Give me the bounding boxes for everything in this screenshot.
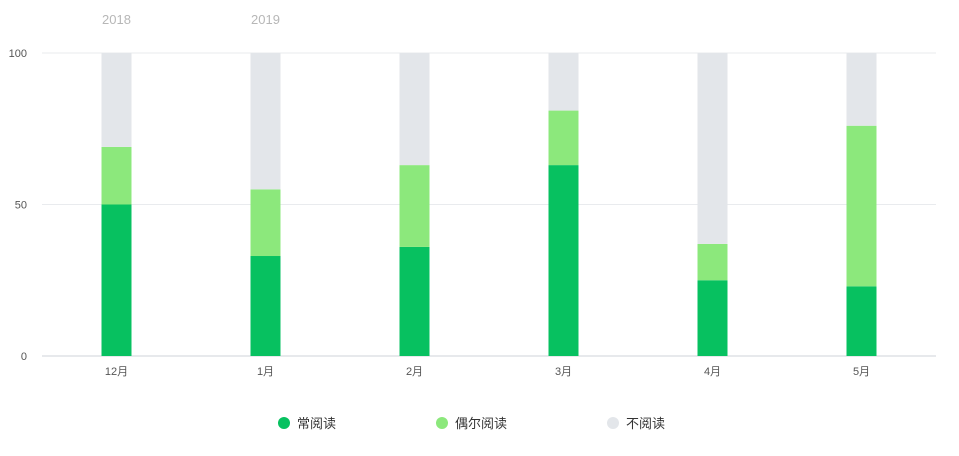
x-axis-ticks: 12月 1月 2月 3月 4月 5月	[105, 366, 870, 378]
bar-segment	[399, 246, 430, 356]
y-tick-label: 100	[9, 48, 27, 60]
x-tick-label: 1月	[257, 366, 274, 378]
legend-label: 偶尔阅读	[455, 416, 507, 431]
x-tick-label: 12月	[105, 366, 128, 378]
bar-segment	[250, 189, 281, 257]
bar-segment	[697, 243, 728, 281]
bar-segment	[101, 146, 132, 205]
bar-segment	[697, 53, 728, 244]
legend-swatch	[607, 417, 619, 429]
bar-segment	[399, 53, 430, 166]
bar-segment	[548, 165, 579, 356]
bar-segment	[548, 110, 579, 166]
legend-label: 常阅读	[297, 416, 336, 431]
year-labels: 2018 2019	[102, 12, 280, 27]
legend: 常阅读 偶尔阅读 不阅读	[278, 416, 665, 431]
y-axis-ticks: 100 50 0	[9, 48, 27, 363]
bar-segment	[250, 53, 281, 190]
bar-segment	[846, 286, 877, 356]
legend-swatch	[436, 417, 448, 429]
bar-segment	[101, 53, 132, 147]
bar-segment	[548, 53, 579, 111]
legend-swatch	[278, 417, 290, 429]
bars	[101, 53, 877, 356]
year-label: 2019	[251, 12, 280, 27]
x-tick-label: 5月	[853, 366, 870, 378]
y-tick-label: 50	[15, 200, 27, 212]
x-tick-label: 2月	[406, 366, 423, 378]
legend-label: 不阅读	[626, 416, 665, 431]
bar-segment	[846, 125, 877, 287]
bar-segment	[399, 165, 430, 247]
grid-lines	[42, 52, 936, 357]
bar-segment	[697, 280, 728, 356]
bar-segment	[101, 204, 132, 356]
x-tick-label: 4月	[704, 366, 721, 378]
y-tick-label: 0	[21, 351, 27, 363]
bar-segment	[846, 53, 877, 126]
bar-segment	[250, 256, 281, 356]
year-label: 2018	[102, 12, 131, 27]
x-tick-label: 3月	[555, 366, 572, 378]
